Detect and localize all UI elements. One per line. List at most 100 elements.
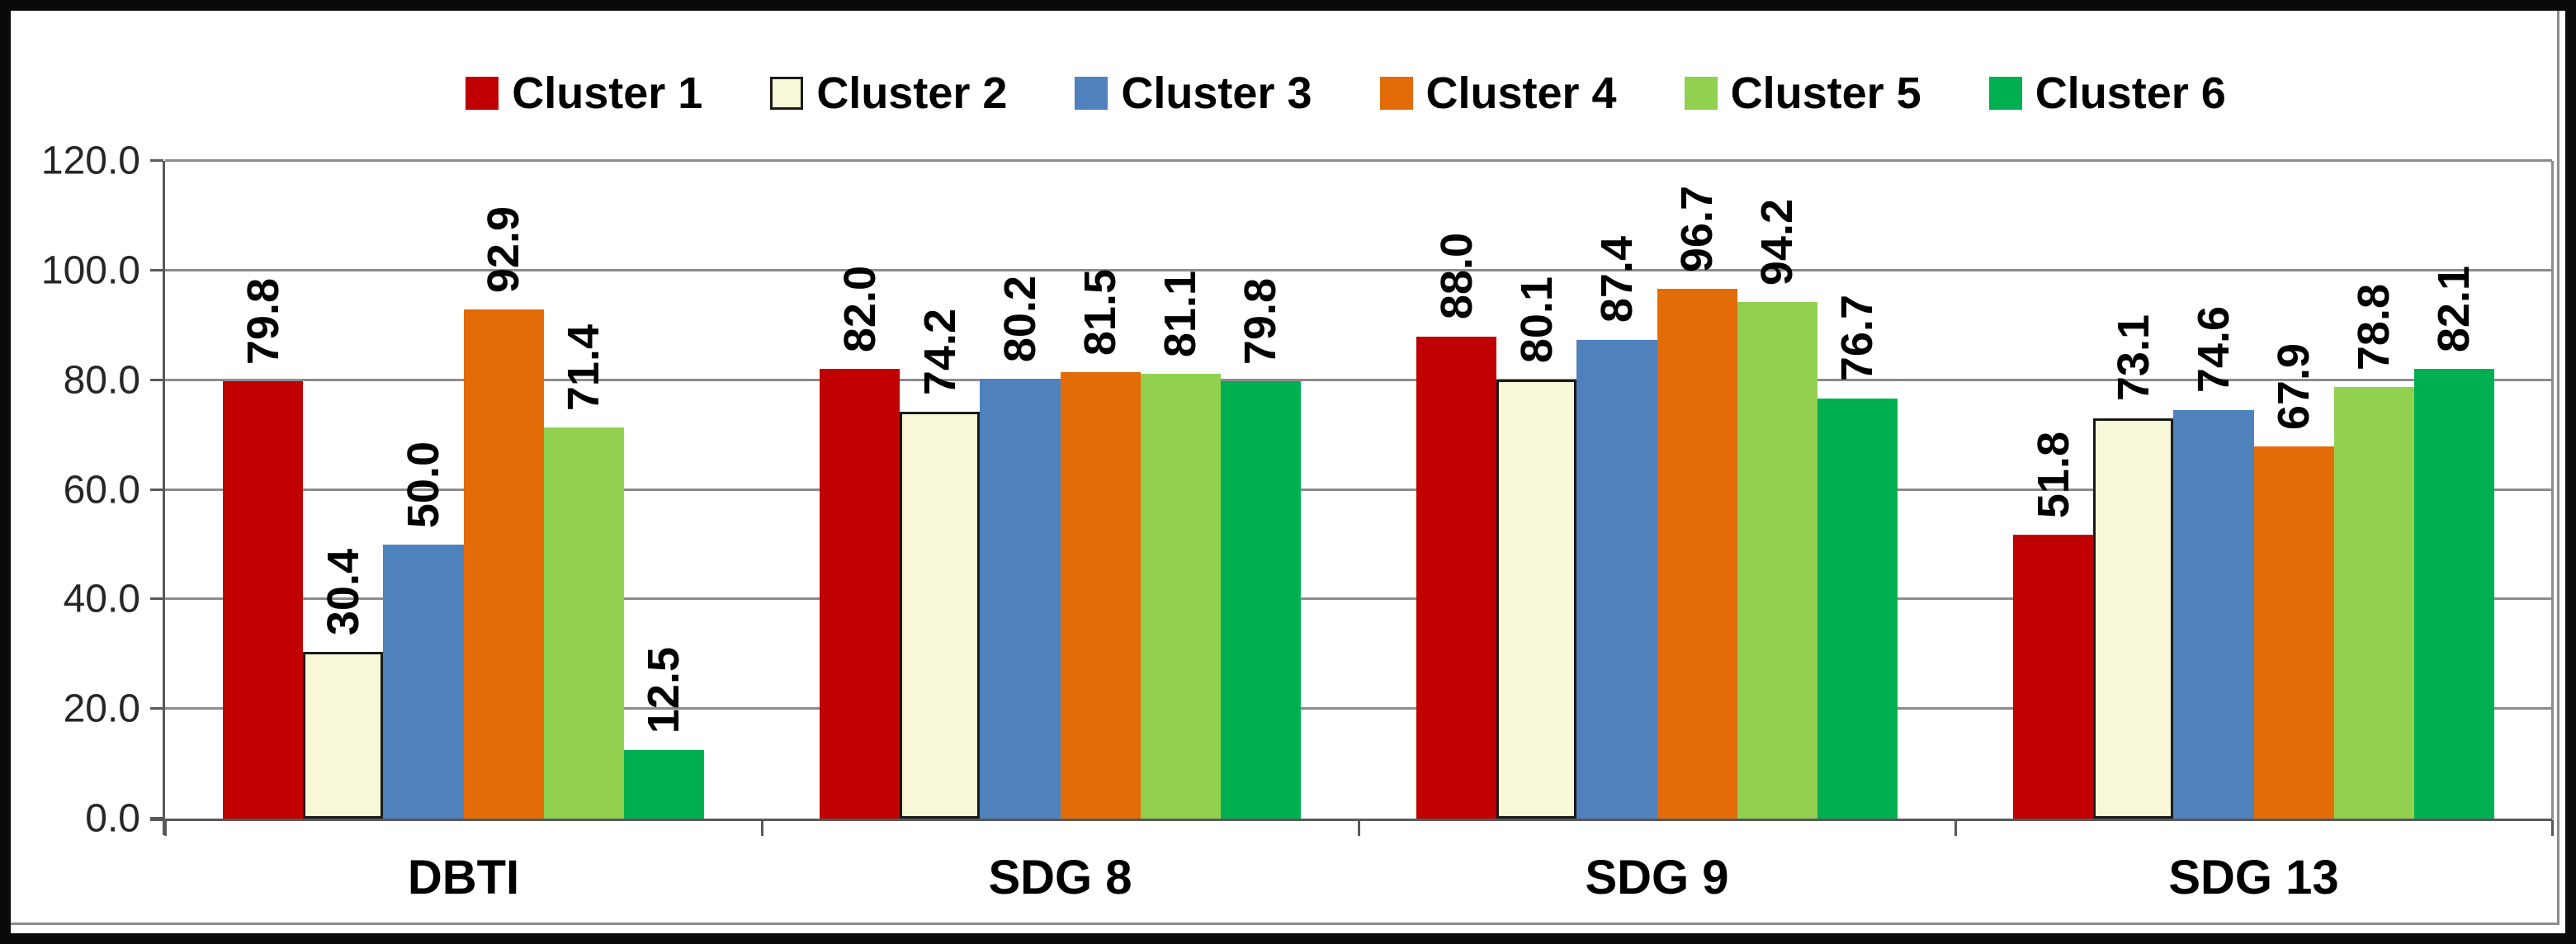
- bar-cell: 50.0: [383, 161, 464, 819]
- bar-value-label: 12.5: [639, 646, 689, 734]
- bar-cell: 80.2: [980, 161, 1061, 819]
- legend-item: Cluster 2: [770, 68, 1007, 119]
- bar-value-label: 81.1: [1156, 271, 1206, 358]
- gridline: [165, 378, 2552, 381]
- x-axis: [150, 819, 2552, 821]
- legend-swatch: [466, 77, 499, 110]
- y-axis-tick: [150, 817, 163, 819]
- bar: [2173, 409, 2254, 819]
- bar-cell: 71.4: [543, 161, 624, 819]
- bar-group: 88.0 80.1 87.4 96.7 94.2 76.7: [1359, 161, 1955, 819]
- bar-cell: 81.5: [1060, 161, 1141, 819]
- bar-cell: 81.1: [1140, 161, 1221, 819]
- bar-value-label: 74.6: [2188, 306, 2238, 394]
- bar-value-label: 81.5: [1075, 268, 1126, 356]
- bar: [223, 381, 304, 819]
- category-label: SDG 8: [988, 851, 1132, 904]
- legend-swatch: [770, 77, 804, 110]
- legend-swatch: [1379, 77, 1413, 110]
- bar: [2413, 368, 2495, 819]
- bar-cell: 88.0: [1416, 161, 1497, 819]
- bar-group: 79.8 30.4 50.0 92.9 71.4 12.5: [165, 161, 762, 819]
- y-tick-label: 20.0: [63, 687, 140, 731]
- category-boundary-tick: [1954, 819, 1957, 836]
- y-axis-tick: [150, 268, 163, 271]
- bar-value-label: 80.1: [1511, 276, 1562, 364]
- bar-value-label: 74.2: [915, 309, 965, 396]
- gridline: [165, 597, 2552, 601]
- bar: [1817, 398, 1898, 819]
- y-axis: [163, 161, 165, 835]
- category-boundary-tick: [164, 819, 167, 836]
- y-axis-tick: [150, 597, 163, 601]
- y-axis-labels: 0.0 20.0 40.0 60.0 80.0 100.0 120.0: [17, 139, 140, 841]
- y-tick-label: 120.0: [40, 139, 140, 183]
- y-axis-tick: [150, 159, 163, 162]
- bar-cell: 12.5: [623, 161, 705, 819]
- bar: [1140, 374, 1221, 819]
- legend-item: Cluster 3: [1075, 68, 1312, 119]
- bar-cell: 76.7: [1817, 161, 1898, 819]
- bar-value-label: 76.7: [1832, 295, 1883, 382]
- bar: [2253, 446, 2334, 819]
- legend-label: Cluster 5: [1730, 68, 1921, 118]
- bar-value-label: 73.1: [2108, 314, 2158, 402]
- bar-value-label: 80.2: [995, 276, 1045, 363]
- bar-value-label: 79.8: [238, 277, 288, 365]
- legend: Cluster 1 Cluster 2 Cluster 3 Cluster 4 Clus…: [165, 64, 2526, 122]
- bar: [1220, 381, 1302, 819]
- bar-cell: 82.1: [2413, 161, 2495, 819]
- legend-label: Cluster 2: [816, 68, 1008, 118]
- bar-value-label: 94.2: [1752, 199, 1803, 286]
- bar-value-label: 79.8: [1236, 277, 1286, 365]
- bar: [900, 412, 981, 819]
- bar: [543, 427, 624, 819]
- bar: [2093, 418, 2174, 819]
- bar-value-label: 96.7: [1672, 185, 1723, 272]
- bar: [1737, 302, 1817, 819]
- bar-value-label: 92.9: [479, 205, 529, 293]
- bar-cell: 51.8: [2013, 161, 2094, 819]
- legend-swatch: [1075, 77, 1108, 110]
- bar-cell: 74.2: [900, 161, 981, 819]
- plot-area: 79.8 30.4 50.0 92.9 71.4 12.5 82.0 74.2 80.2 81.5…: [150, 159, 2554, 836]
- bar-group: 82.0 74.2 80.2 81.5 81.1 79.8: [762, 161, 1359, 819]
- legend-label: Cluster 4: [1425, 68, 1617, 118]
- bar-value-label: 87.4: [1591, 236, 1642, 323]
- y-axis-tick: [150, 488, 163, 491]
- bar-cell: 96.7: [1657, 161, 1737, 819]
- bar-value-label: 78.8: [2349, 283, 2399, 371]
- bar: [1060, 371, 1141, 819]
- y-tick-label: 40.0: [63, 577, 140, 621]
- plot-right-border: [2551, 161, 2554, 819]
- bar-cell: 79.8: [1220, 161, 1302, 819]
- bar-value-label: 71.4: [559, 323, 609, 411]
- bar: [1416, 336, 1497, 819]
- y-axis-tick: [150, 707, 163, 710]
- category-labels: DBTI SDG 8 SDG 9 SDG 13: [165, 832, 2552, 918]
- category-boundary-tick: [1358, 819, 1360, 836]
- bar-group: 51.8 73.1 74.6 67.9 78.8 82.1: [1955, 161, 2552, 819]
- bar-cell: 87.4: [1576, 161, 1657, 819]
- category-label: SDG 13: [2168, 851, 2339, 904]
- category-label: DBTI: [407, 851, 520, 904]
- bar-value-label: 88.0: [1431, 233, 1482, 320]
- y-axis-tick: [150, 378, 163, 381]
- bar: [1576, 339, 1657, 819]
- category-label: SDG 9: [1585, 851, 1729, 904]
- bar: [1496, 380, 1577, 819]
- bar: [2013, 534, 2094, 819]
- bar-cell: 67.9: [2253, 161, 2334, 819]
- bar-cell: 92.9: [463, 161, 544, 819]
- bar-cell: 80.1: [1496, 161, 1577, 819]
- legend-swatch: [1988, 77, 2022, 110]
- bar-value-label: 51.8: [2028, 431, 2078, 518]
- legend-label: Cluster 3: [1121, 68, 1312, 118]
- legend-item: Cluster 4: [1379, 68, 1617, 119]
- legend-label: Cluster 6: [2035, 68, 2226, 118]
- bar-cell: 30.4: [303, 161, 384, 819]
- legend-item: Cluster 5: [1684, 68, 1921, 119]
- y-tick-label: 80.0: [63, 358, 140, 403]
- bar-cell: 74.6: [2173, 161, 2254, 819]
- bar: [2333, 386, 2414, 819]
